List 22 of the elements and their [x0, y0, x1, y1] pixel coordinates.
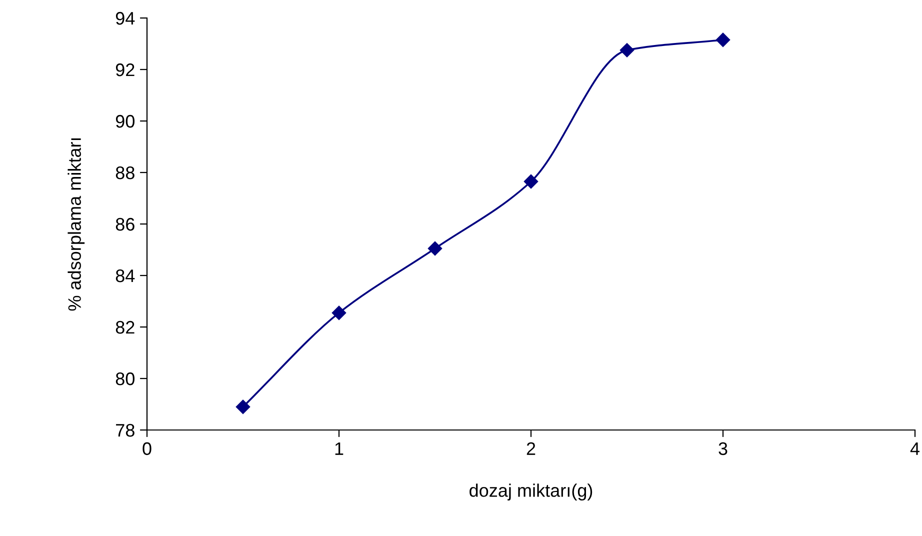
point — [620, 43, 634, 58]
point — [716, 32, 730, 47]
y-tick-label: 92 — [116, 63, 134, 76]
point — [236, 400, 250, 414]
y-tick-label: 80 — [116, 372, 134, 386]
y-tick-label: 90 — [116, 114, 134, 128]
point — [524, 174, 538, 189]
y-tick-label: 82 — [116, 320, 134, 334]
y-axis-title: % adsorplama miktarı — [68, 138, 85, 311]
y-tick-label: 78 — [116, 424, 134, 437]
x-tick-label: 4 — [910, 442, 920, 455]
x-tick-label: 1 — [335, 442, 344, 455]
y-tick-label: 84 — [116, 269, 135, 282]
point — [428, 241, 442, 256]
x-tick-label: 2 — [526, 442, 536, 455]
y-tick-label: 88 — [116, 166, 134, 180]
point — [332, 306, 346, 320]
y-tick-label: 86 — [116, 218, 134, 231]
x-tick-label: 0 — [142, 442, 152, 456]
x-axis-title: dozaj miktarı(g) — [470, 484, 592, 500]
x-tick-label: 3 — [718, 442, 728, 456]
y-tick-label: 94 — [116, 12, 135, 25]
